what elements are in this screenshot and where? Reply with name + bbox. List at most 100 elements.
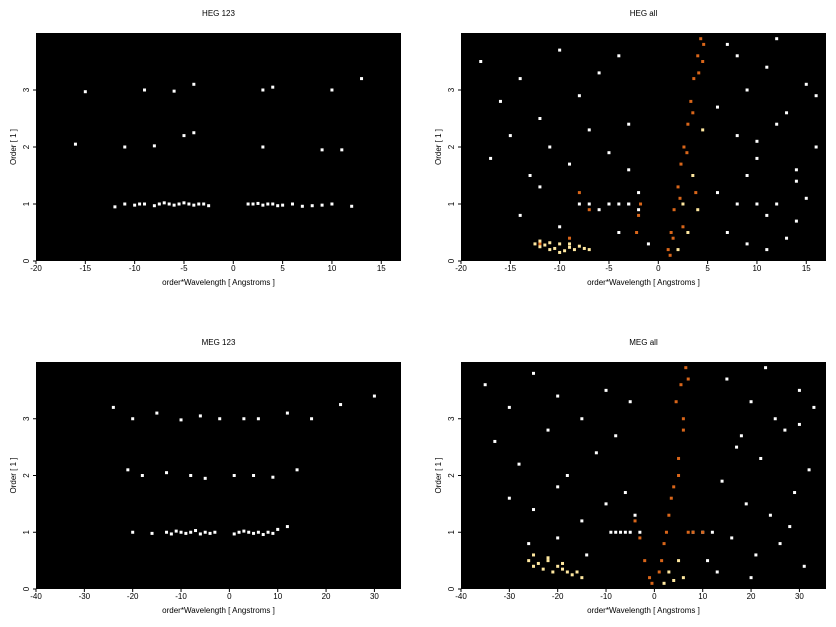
bin (138, 202, 142, 206)
bin (189, 474, 193, 477)
bin (538, 185, 542, 189)
bin (580, 519, 584, 523)
bin (533, 242, 537, 246)
bin (360, 77, 364, 81)
bin (623, 530, 627, 534)
bin (672, 578, 676, 582)
bin (565, 474, 569, 477)
bin (152, 144, 156, 148)
bin (310, 204, 314, 208)
bin (725, 377, 729, 381)
bin (202, 202, 206, 206)
bin (548, 145, 552, 149)
bin (646, 242, 650, 246)
bin (701, 128, 705, 132)
bin (617, 54, 621, 58)
bin (725, 231, 729, 234)
bin (493, 439, 497, 443)
bin (192, 203, 196, 207)
bin (745, 174, 749, 177)
bin (812, 405, 816, 409)
bin (686, 231, 690, 234)
bin (623, 491, 627, 495)
bin (725, 42, 729, 46)
bin (577, 94, 581, 98)
bin (685, 151, 689, 155)
bin (627, 202, 631, 206)
bin (778, 542, 782, 546)
x-tick-label: 5 (705, 264, 710, 273)
bin (528, 174, 532, 177)
bin (189, 530, 193, 534)
bin (577, 202, 581, 206)
bin (330, 202, 334, 206)
bin (372, 394, 376, 398)
x-tick-label: -10 (600, 592, 612, 601)
bin (556, 536, 560, 540)
bin (660, 559, 664, 563)
bin (73, 142, 77, 146)
bin (794, 179, 798, 183)
y-tick-label: 0 (447, 258, 456, 263)
bin (793, 491, 797, 495)
bin (538, 245, 542, 249)
bin (532, 508, 536, 512)
bin (182, 201, 186, 205)
bin (617, 202, 621, 206)
x-tick-label: -20 (127, 592, 139, 601)
bin (271, 475, 275, 479)
bin (152, 204, 156, 208)
bin (686, 122, 690, 126)
bin (184, 531, 188, 535)
bin (633, 513, 637, 517)
bin (650, 581, 654, 585)
bin (131, 417, 135, 421)
bin (532, 553, 536, 557)
x-axis-label: order*Wavelength [ Angstroms ] (587, 606, 700, 615)
bin (775, 122, 779, 126)
bin (577, 244, 581, 248)
plot-area (36, 33, 401, 261)
x-tick-label: -20 (552, 592, 564, 601)
bin (276, 527, 280, 531)
bin (587, 202, 591, 206)
bin (754, 553, 758, 557)
bin (604, 388, 608, 392)
bin (635, 231, 639, 234)
bin (203, 530, 207, 534)
bin (686, 530, 690, 534)
bin (691, 174, 695, 177)
bin (775, 202, 779, 206)
x-tick-label: -20 (455, 264, 467, 273)
bin (570, 573, 574, 577)
bin (794, 168, 798, 172)
bin (785, 236, 789, 240)
bin (684, 366, 688, 370)
bin (177, 202, 181, 206)
bin (320, 203, 324, 207)
x-tick-label: -40 (30, 592, 42, 601)
bin (192, 131, 196, 135)
y-tick-label: 1 (447, 201, 456, 206)
bin (607, 202, 611, 206)
y-axis-label: Order [ 1 ] (9, 129, 18, 165)
y-tick-label: 2 (22, 473, 31, 478)
bin (627, 168, 631, 172)
bin (604, 502, 608, 506)
bin (483, 383, 487, 387)
bin (587, 248, 591, 252)
bin (755, 202, 759, 206)
bin (681, 417, 685, 421)
x-tick-label: -30 (504, 592, 516, 601)
bin (783, 428, 787, 432)
bin (597, 71, 601, 75)
bin (710, 530, 714, 534)
y-axis-label: Order [ 1 ] (434, 457, 443, 493)
x-tick-label: -10 (129, 264, 141, 273)
bin (179, 418, 183, 422)
x-tick-label: -20 (30, 264, 42, 273)
bin (662, 581, 666, 585)
bin (677, 474, 681, 477)
chart-title: HEG all (630, 9, 658, 18)
